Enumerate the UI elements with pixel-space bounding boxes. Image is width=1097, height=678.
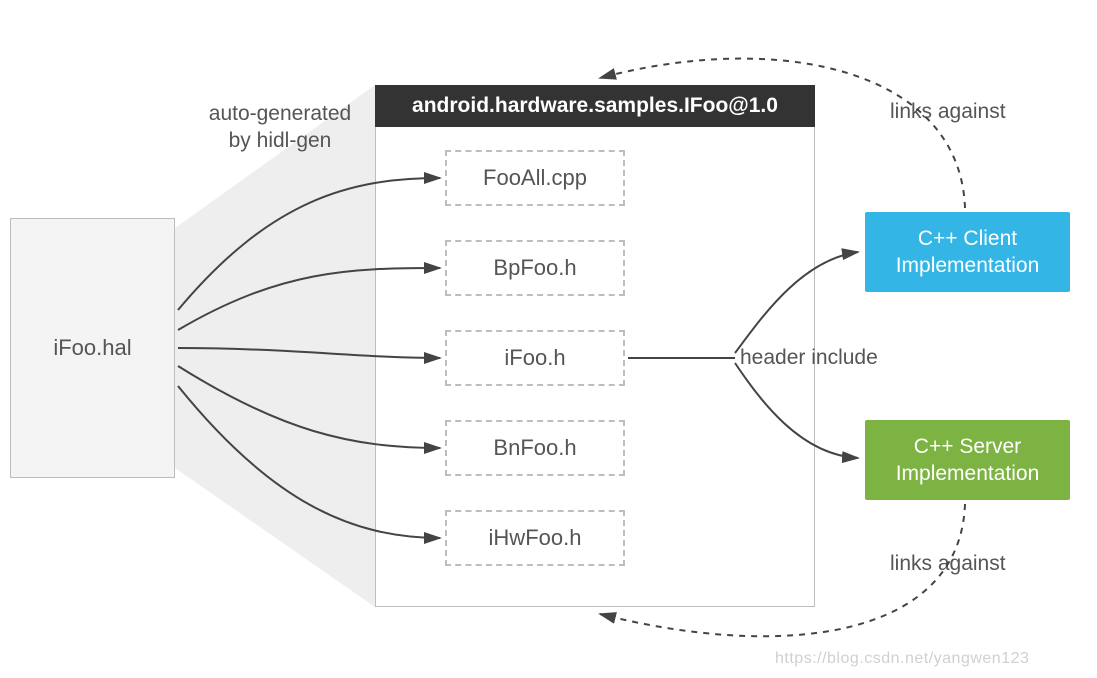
source-file-box: iFoo.hal (10, 218, 175, 478)
server-implementation-box: C++ Server Implementation (865, 420, 1070, 500)
generated-file-fooall: FooAll.cpp (445, 150, 625, 206)
generated-file-ihwfoo: iHwFoo.h (445, 510, 625, 566)
file-label: FooAll.cpp (483, 165, 587, 191)
server-line2: Implementation (896, 462, 1040, 485)
generated-file-ifoo: iFoo.h (445, 330, 625, 386)
file-label: BpFoo.h (493, 255, 576, 281)
source-file-label: iFoo.hal (53, 335, 131, 361)
header-include-label: header include (740, 346, 878, 370)
watermark-text: https://blog.csdn.net/yangwen123 (775, 650, 1029, 668)
file-label: BnFoo.h (493, 435, 576, 461)
client-line1: C++ Client (918, 227, 1017, 250)
autogen-label: auto-generated by hidl-gen (195, 100, 365, 155)
links-against-bottom-label: links against (890, 552, 1006, 576)
client-implementation-box: C++ Client Implementation (865, 212, 1070, 292)
server-line1: C++ Server (914, 435, 1021, 458)
file-label: iFoo.h (504, 345, 565, 371)
client-line2: Implementation (896, 254, 1040, 277)
package-header: android.hardware.samples.IFoo@1.0 (375, 85, 815, 127)
generated-file-bnfoo: BnFoo.h (445, 420, 625, 476)
generated-file-bpfoo: BpFoo.h (445, 240, 625, 296)
package-header-label: android.hardware.samples.IFoo@1.0 (412, 94, 778, 118)
autogen-line2: by hidl-gen (229, 129, 332, 152)
autogen-line1: auto-generated (209, 102, 351, 125)
file-label: iHwFoo.h (489, 525, 582, 551)
links-against-top-label: links against (890, 100, 1006, 124)
